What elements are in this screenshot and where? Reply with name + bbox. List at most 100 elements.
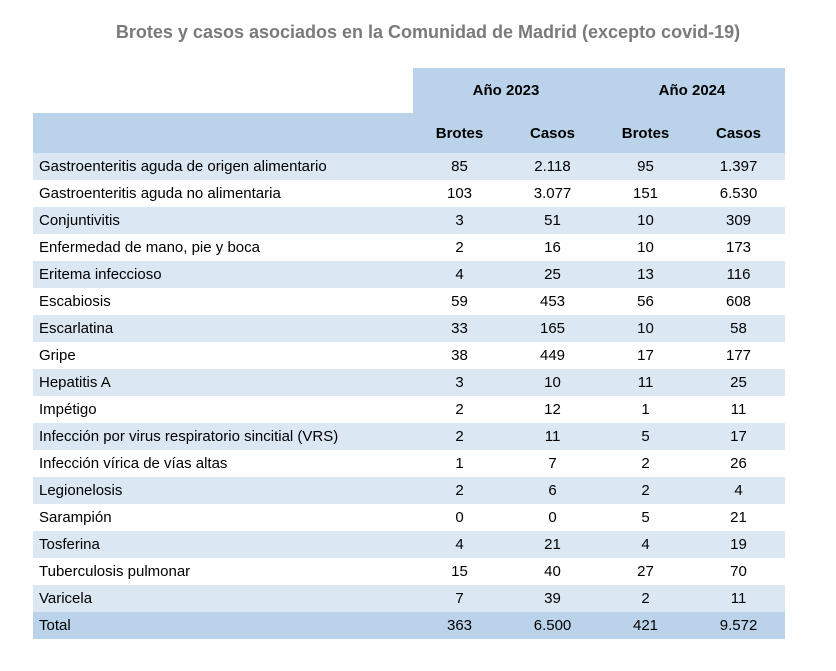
table-row: Eritema infeccioso 4 25 13 116 [33,261,786,288]
disease-name-cell: Escabiosis [39,293,111,310]
casos-2024-cell: 173 [726,239,752,256]
casos-2024-cell: 309 [726,212,752,229]
casos-2024-cell: 1.397 [719,158,758,175]
disease-name-cell: Gastroenteritis aguda de origen alimenta… [39,158,327,175]
year-2024-header: Año 2024 [599,68,786,113]
brotes-2024-cell: 5 [641,428,650,445]
brotes-2024-cell: 1 [641,401,650,418]
column-header-brotes-2023: Brotes [413,113,506,153]
brotes-2024-cell: 13 [637,266,654,283]
brotes-2024-cell: 10 [637,320,654,337]
table-row: Conjuntivitis 3 51 10 309 [33,207,786,234]
casos-2023-cell: 0 [548,509,557,526]
brotes-2023-cell: 7 [455,590,464,607]
table-row: Hepatitis A 3 10 11 25 [33,369,786,396]
casos-2023-cell: 12 [544,401,561,418]
casos-2023-cell: 2.118 [534,158,571,175]
table-title: Brotes y casos asociados en la Comunidad… [115,22,741,42]
brotes-2024-cell: 10 [637,212,654,229]
brotes-2024-cell: 95 [637,158,654,175]
disease-name-cell: Eritema infeccioso [39,266,162,283]
disease-name-cell: Enfermedad de mano, pie y boca [39,239,260,256]
disease-name-cell: Tosferina [39,536,100,553]
brotes-2023-cell: 2 [455,428,464,445]
casos-2024-cell: 11 [730,401,747,418]
casos-2023-cell: 51 [544,212,561,229]
casos-2023-cell: 7 [548,455,557,472]
table-row: Infección por virus respiratorio sinciti… [33,423,786,450]
casos-2024-cell: 19 [730,536,747,553]
brotes-2024-cell: 10 [637,239,654,256]
disease-name-cell: Conjuntivitis [39,212,120,229]
year-2023-header: Año 2023 [413,68,600,113]
disease-name-cell: Tuberculosis pulmonar [39,563,191,580]
casos-2024-cell: 70 [730,563,747,580]
disease-name-cell: Escarlatina [39,320,114,337]
casos-2024-cell: 58 [730,320,747,337]
casos-2023-cell: 11 [544,428,561,445]
column-header-row: Brotes Casos Brotes Casos [33,113,786,153]
year-header-row: Año 2023 Año 2024 [33,68,786,113]
brotes-2024-cell: 56 [637,293,654,310]
outbreaks-table: Año 2023 Año 2024 Brotes Casos Brotes Ca… [33,68,786,639]
table-row: Tosferina 4 21 4 19 [33,531,786,558]
column-header-brotes-2024: Brotes [599,113,693,153]
disease-name-cell: Legionelosis [39,482,123,499]
casos-2023-cell: 3.077 [533,185,572,202]
disease-name-cell: Gripe [39,347,76,364]
casos-2023-cell: 39 [544,590,561,607]
brotes-2024-cell: 27 [637,563,654,580]
casos-2023-cell: 449 [539,347,566,364]
brotes-2024-cell: 2 [641,590,650,607]
brotes-2023-cell: 3 [455,212,464,229]
table-row: Tuberculosis pulmonar 15 40 27 70 [33,558,786,585]
disease-name-cell: Hepatitis A [39,374,111,391]
blank-header-cell [33,68,413,113]
brotes-2023-cell: 38 [451,347,468,364]
column-header-casos-2023: Casos [506,113,600,153]
brotes-2023-cell: 4 [455,266,464,283]
brotes-2023-cell: 3 [455,374,464,391]
total-row: Total 363 6.500 421 9.572 [33,612,786,639]
table-body: Gastroenteritis aguda de origen alimenta… [33,153,786,639]
brotes-2023-cell: 4 [455,536,464,553]
brotes-2024-cell: 2 [641,482,650,499]
brotes-2023-cell: 0 [455,509,464,526]
casos-2024-cell: 608 [726,293,752,310]
table-row: Gripe 38 449 17 177 [33,342,786,369]
brotes-2023-cell: 59 [451,293,468,310]
total-label: Total [39,617,71,634]
brotes-2023-cell: 2 [455,401,464,418]
table-row: Sarampión 0 0 5 21 [33,504,786,531]
brotes-2023-cell: 2 [455,482,464,499]
column-header-casos-2024: Casos [692,113,786,153]
casos-2024-cell: 116 [726,266,751,283]
brotes-2023-cell: 85 [451,158,468,175]
casos-2024-cell: 21 [730,509,747,526]
table-row: Varicela 7 39 2 11 [33,585,786,612]
table-row: Impétigo 2 12 1 11 [33,396,786,423]
brotes-2024-cell: 17 [637,347,654,364]
casos-2024-cell: 17 [730,428,747,445]
table-row: Gastroenteritis aguda no alimentaria 103 3… [33,180,786,207]
brotes-2024-cell: 5 [641,509,650,526]
casos-2024-cell: 11 [730,590,747,607]
disease-name-cell: Gastroenteritis aguda no alimentaria [39,185,281,202]
table-row: Enfermedad de mano, pie y boca 2 16 10 173 [33,234,786,261]
casos-2023-cell: 10 [544,374,561,391]
casos-2023-cell: 453 [539,293,566,310]
total-brotes-2023-cell: 363 [446,617,473,634]
brotes-2023-cell: 15 [451,563,468,580]
casos-2023-cell: 25 [544,266,561,283]
casos-2024-cell: 26 [730,455,747,472]
total-casos-2023-cell: 6.500 [533,617,572,634]
table-row: Escarlatina 33 165 10 58 [33,315,786,342]
casos-2024-cell: 25 [730,374,747,391]
brotes-2023-cell: 2 [455,239,464,256]
brotes-2024-cell: 11 [637,374,654,391]
brotes-2024-cell: 4 [641,536,650,553]
disease-name-cell: Varicela [39,590,93,607]
brotes-2023-cell: 1 [455,455,464,472]
casos-2024-cell: 6.530 [719,185,758,202]
disease-name-cell: Sarampión [39,509,112,526]
